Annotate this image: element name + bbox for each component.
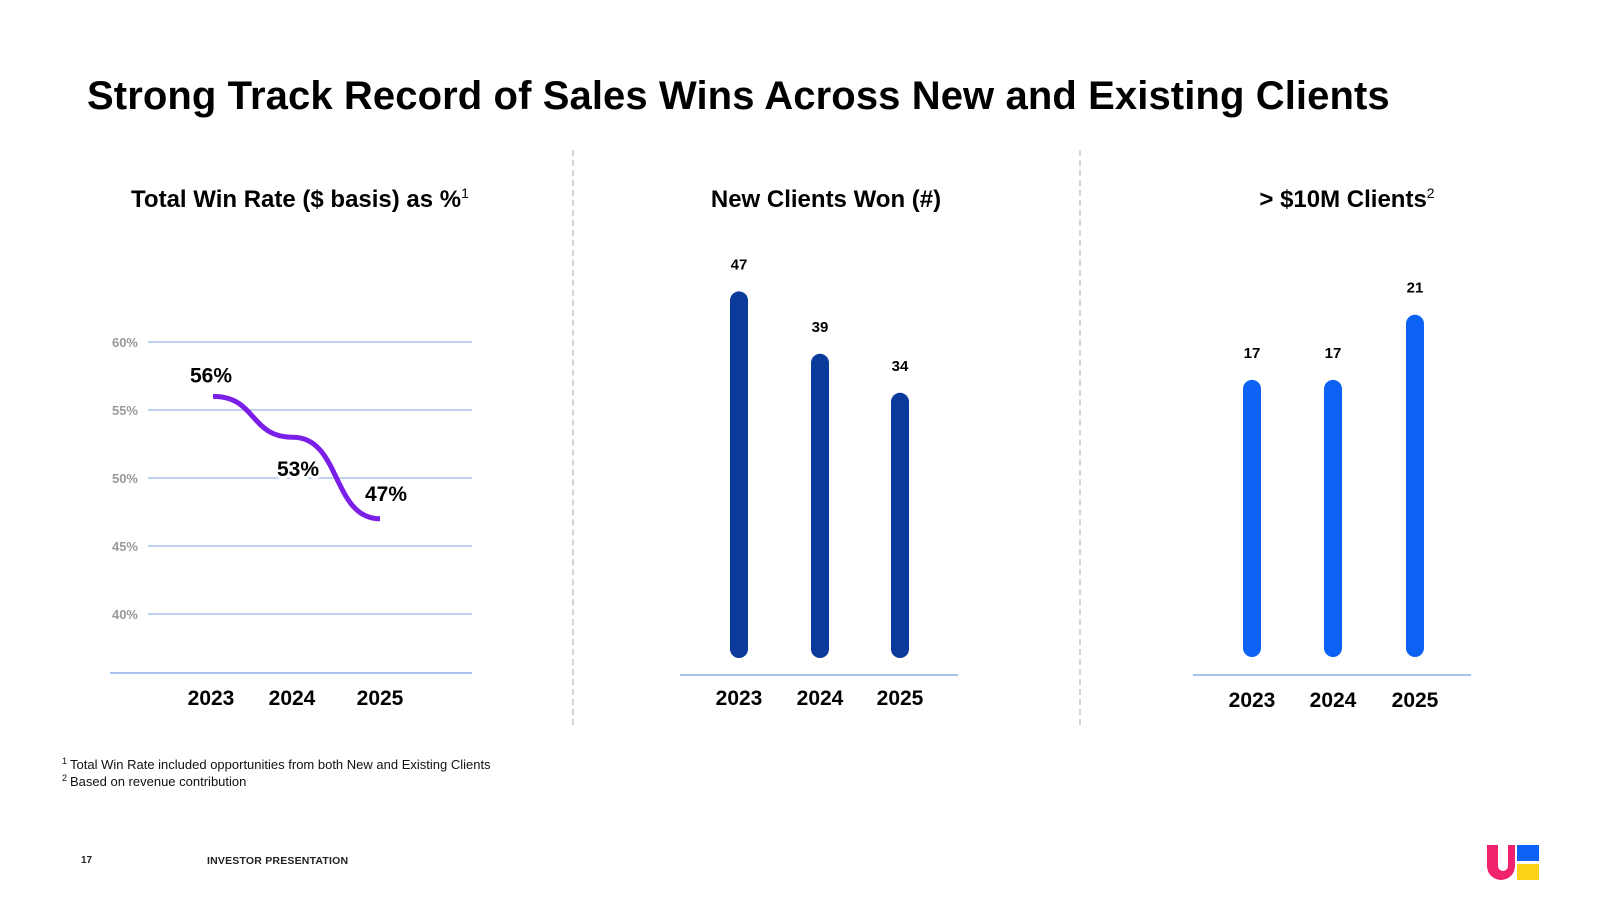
bar <box>730 291 748 658</box>
y-tick-label: 45% <box>112 539 138 554</box>
footnote-2-text: Based on revenue contribution <box>70 774 247 789</box>
large-clients-chart-title: > $10M Clients2 <box>1259 186 1434 214</box>
y-tick-label: 40% <box>112 607 138 622</box>
footnote-2: 2 Based on revenue contribution <box>62 773 491 790</box>
data-label: 53% <box>277 458 319 481</box>
x-tick-label: 2023 <box>716 687 763 710</box>
footnote-1-text: Total Win Rate included opportunities fr… <box>70 757 491 772</box>
win-rate-chart-title: Total Win Rate ($ basis) as %1 <box>131 186 469 214</box>
win-rate-line-chart: 60% 55% 50% 45% 40% 56% 53% 47% 2023 2024 2025 <box>110 335 472 710</box>
bar <box>1406 314 1424 657</box>
divider-right <box>1079 150 1081 725</box>
bar <box>811 353 829 658</box>
x-tick-label: 2024 <box>269 687 316 710</box>
y-tick-label: 60% <box>112 335 138 350</box>
bar <box>1324 379 1342 657</box>
win-rate-series-line <box>212 393 381 522</box>
footnote-1: 1 Total Win Rate included opportunities f… <box>62 756 491 773</box>
large-clients-chart-title-sup: 2 <box>1426 185 1435 201</box>
win-rate-chart-title-sup: 1 <box>461 185 469 201</box>
data-label: 34 <box>892 358 909 375</box>
data-label: 39 <box>812 319 829 336</box>
data-label: 17 <box>1244 345 1261 362</box>
x-tick-label: 2023 <box>188 687 235 710</box>
y-tick-label: 50% <box>112 471 138 486</box>
new-clients-bar-chart: 47 39 34 2023 2024 2025 <box>680 256 958 710</box>
logo-blue-shape <box>1517 845 1539 861</box>
x-tick-label: 2023 <box>1229 689 1276 712</box>
data-label: 47% <box>365 483 407 506</box>
data-label: 56% <box>190 364 232 387</box>
x-tick-label: 2025 <box>877 687 924 710</box>
logo-pink-shape <box>1487 845 1515 880</box>
bar <box>1243 379 1261 657</box>
x-tick-label: 2024 <box>797 687 844 710</box>
footer-label: INVESTOR PRESENTATION <box>207 855 349 867</box>
x-tick-label: 2025 <box>357 687 404 710</box>
data-label: 47 <box>731 256 748 273</box>
bar <box>891 392 909 658</box>
x-tick-label: 2025 <box>1392 689 1439 712</box>
page-number: 17 <box>81 855 93 866</box>
logo-yellow-shape <box>1517 864 1539 880</box>
company-logo-icon <box>1487 845 1539 880</box>
win-rate-chart-title-text: Total Win Rate ($ basis) as % <box>131 186 462 213</box>
new-clients-chart-title-text: New Clients Won (#) <box>710 186 942 213</box>
data-label: 21 <box>1407 280 1424 297</box>
new-clients-chart-title: New Clients Won (#) <box>711 186 941 214</box>
large-clients-bar-chart: 17 17 21 2023 2024 2025 <box>1193 280 1471 712</box>
x-tick-label: 2024 <box>1310 689 1357 712</box>
footnote-2-marker: 2 <box>62 772 68 783</box>
slide-title: Strong Track Record of Sales Wins Across… <box>87 74 1390 118</box>
y-tick-label: 55% <box>112 403 138 418</box>
large-clients-chart-title-text: > $10M Clients <box>1259 186 1427 213</box>
divider-left <box>572 150 574 725</box>
footnotes: 1 Total Win Rate included opportunities f… <box>62 756 491 790</box>
footnote-1-marker: 1 <box>62 755 68 766</box>
data-label: 17 <box>1325 345 1342 362</box>
